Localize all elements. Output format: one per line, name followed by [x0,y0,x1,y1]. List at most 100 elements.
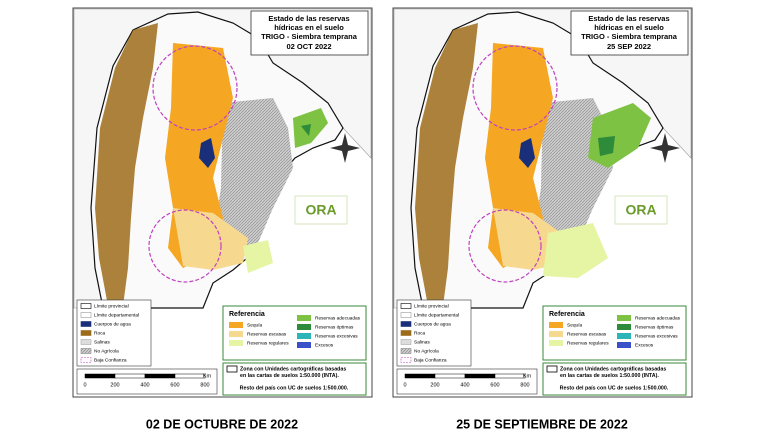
legend-swatch [400,321,412,327]
legend-swatch [80,312,92,318]
reference-label: Reservas óptimas [635,324,674,330]
reference-label: Reservas adecuadas [315,315,361,321]
logo: ORA [305,202,336,218]
low-confidence-area [152,45,238,131]
scale-label: 0 [403,382,406,388]
legend-label: Salinas [94,339,110,345]
legend-swatch [80,303,92,309]
map-date: 25 SEP 2022 [607,42,651,51]
reference-swatch [229,322,243,328]
logo-box [614,195,668,225]
map-title: Estado de las reservas [588,14,669,23]
reference-title: Referencia [549,311,585,318]
title-box [250,10,369,56]
scale-box [396,368,538,395]
rock-zone [95,23,158,306]
scale-label: 600 [490,382,499,388]
legend-label: Límite departamental [94,312,139,318]
scale-label: 600 [170,382,179,388]
reference-label: Sequía [567,322,583,328]
reference-swatch [297,342,311,348]
legend-label: Roca [94,330,106,336]
reference-swatch [617,342,631,348]
legend-swatch [80,330,92,336]
legend-swatch [400,357,412,363]
map-title: Estado de las reservas [268,14,349,23]
legend-swatch [80,321,92,327]
legend-label: Cuerpos de agua [94,321,131,327]
map-crop: TRIGO - Siembra temprana [581,32,678,41]
scale-label: 800 [200,382,209,388]
legend-swatch [80,339,92,345]
note-swatch [226,365,238,373]
reference-swatch [229,331,243,337]
legend-label: Límite provincial [414,303,449,309]
legend-label: Límite departamental [414,312,459,318]
regular-zone [243,240,273,273]
reference-swatch [617,324,631,330]
legend-swatch [400,348,412,354]
reference-title: Referencia [229,311,265,318]
reference-label: Reservas escasas [567,331,607,337]
note-text: Zona con Unidades cartográficas basadas [560,366,666,372]
non-agricultural [213,98,293,258]
note-text: Resto del país con UC de suelos 1:500.00… [560,385,669,391]
note-swatch [546,365,558,373]
reference-label: Reservas excesivas [315,333,358,339]
regular-zone [543,223,608,278]
rock-zone [415,23,478,306]
note-box [542,362,687,396]
low-confidence-area [468,209,542,283]
legend-swatch [80,348,92,354]
scale-label: 0 [83,382,86,388]
legend-label: Baja Confianza [414,357,447,363]
map-crop: TRIGO - Siembra temprana [261,32,358,41]
legend-label: Límite provincial [94,303,129,309]
scale-segment [494,373,526,379]
note-text: en las cartas de suelos 1:50.000 (INTA). [560,373,659,379]
scale-label: 400 [460,382,469,388]
scale-label: 200 [110,382,119,388]
scale-label: 800 [520,382,529,388]
logo: ORA [625,202,656,218]
compass [650,133,680,163]
scale-label: 200 [430,382,439,388]
water-body [519,138,535,168]
reference-label: Excesos [315,342,334,348]
reference-swatch [549,322,563,328]
reference-swatch [617,333,631,339]
note-text: en las cartas de suelos 1:50.000 (INTA). [240,373,339,379]
scale-box [76,368,218,395]
reference-box [542,305,687,361]
legend-label: No Agrícola [414,348,439,354]
scale-segment [84,373,116,379]
logo-box [294,195,348,225]
reference-label: Reservas regulares [247,340,289,346]
map-date: 02 OCT 2022 [286,42,331,51]
legend-label: Cuerpos de agua [414,321,451,327]
legend-swatch [400,330,412,336]
scale-unit: Km [203,373,212,379]
reference-label: Reservas adecuadas [635,315,681,321]
note-text: Zona con Unidades cartográficas basadas [240,366,346,372]
reference-swatch [297,315,311,321]
scale-segment [174,373,206,379]
reference-label: Sequía [247,322,263,328]
adequate-zone [293,108,328,148]
optimal-zone [598,136,615,156]
scale-segment [114,373,146,379]
reference-label: Reservas escasas [247,331,287,337]
scale-segment [144,373,176,379]
reference-swatch [297,333,311,339]
reference-box [222,305,367,361]
caption: 25 DE SEPTIEMBRE DE 2022 [456,417,628,431]
scale-label: 400 [140,382,149,388]
scale-segment [464,373,496,379]
legend-swatch [400,339,412,345]
reference-swatch [549,340,563,346]
water-body [199,138,215,168]
scale-unit: Km [523,373,532,379]
note-text: Resto del país con UC de suelos 1:500.00… [240,385,349,391]
